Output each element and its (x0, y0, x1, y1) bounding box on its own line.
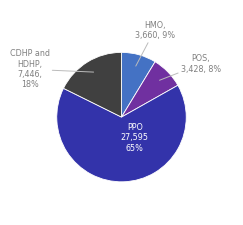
Wedge shape (63, 52, 122, 117)
Wedge shape (122, 52, 155, 117)
Wedge shape (122, 62, 178, 117)
Text: PPO
27,595
65%: PPO 27,595 65% (121, 123, 149, 153)
Text: HMO,
3,660, 9%: HMO, 3,660, 9% (135, 21, 175, 66)
Text: CDHP and
HDHP,
7,446,
18%: CDHP and HDHP, 7,446, 18% (9, 49, 94, 89)
Wedge shape (57, 85, 186, 182)
Text: POS,
3,428, 8%: POS, 3,428, 8% (160, 54, 221, 80)
